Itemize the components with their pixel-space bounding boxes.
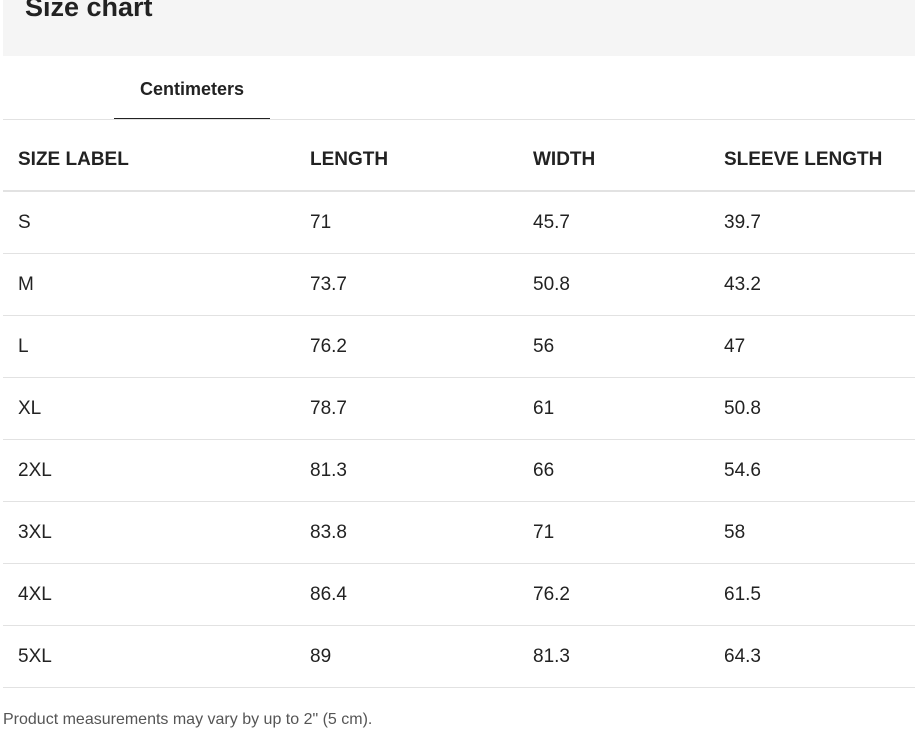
table-cell: L bbox=[18, 336, 29, 357]
table-cell: 58 bbox=[724, 522, 746, 543]
table-cell: 73.7 bbox=[310, 274, 347, 295]
table-cell: M bbox=[18, 274, 34, 295]
title: Size chart bbox=[25, 0, 153, 22]
table-cell: 78.7 bbox=[310, 398, 347, 419]
table-cell: 81.3 bbox=[310, 460, 347, 481]
table-cell: 61 bbox=[533, 398, 555, 419]
table-cell: 56 bbox=[533, 336, 555, 357]
table-cell: 64.3 bbox=[724, 646, 761, 667]
table-cell: XL bbox=[18, 398, 42, 419]
table-cell: 50.8 bbox=[724, 398, 761, 419]
table-cell: 76.2 bbox=[533, 584, 570, 605]
table-cell: 83.8 bbox=[310, 522, 347, 543]
table-cell: 54.6 bbox=[724, 460, 761, 481]
table-row: XL 78.7 61 50.8 bbox=[3, 378, 915, 440]
table-cell: S bbox=[18, 212, 31, 233]
table-cell: 2XL bbox=[18, 460, 52, 481]
table-row: 3XL 83.8 71 58 bbox=[3, 502, 915, 564]
table-row: 4XL 86.4 76.2 61.5 bbox=[3, 564, 915, 626]
table-row: 2XL 81.3 66 54.6 bbox=[3, 440, 915, 502]
table-row: L 76.2 56 47 bbox=[3, 316, 915, 378]
table-row: S 71 45.7 39.7 bbox=[3, 192, 915, 254]
table-cell: 4XL bbox=[18, 584, 52, 605]
table-cell: 71 bbox=[533, 522, 555, 543]
header-band bbox=[3, 0, 915, 56]
table-cell: 47 bbox=[724, 336, 746, 357]
table-cell: 50.8 bbox=[533, 274, 570, 295]
table-row: M 73.7 50.8 43.2 bbox=[3, 254, 915, 316]
unit-tab[interactable]: Centimeters bbox=[114, 76, 270, 120]
tab-divider bbox=[3, 119, 915, 120]
table-cell: 66 bbox=[533, 460, 555, 481]
column-header: SIZE LABEL bbox=[18, 149, 129, 170]
table-cell: 76.2 bbox=[310, 336, 347, 357]
table-cell: 89 bbox=[310, 646, 332, 667]
column-header: LENGTH bbox=[310, 149, 389, 170]
table-cell: 3XL bbox=[18, 522, 52, 543]
size-table: SIZE LABEL LENGTH WIDTH SLEEVE LENGTH S 71 45.… bbox=[3, 130, 915, 688]
table-cell: 43.2 bbox=[724, 274, 761, 295]
table-cell: 81.3 bbox=[533, 646, 570, 667]
table-cell: 45.7 bbox=[533, 212, 570, 233]
table-cell: 86.4 bbox=[310, 584, 347, 605]
column-header: SLEEVE LENGTH bbox=[724, 149, 883, 170]
footnote: Product measurements may vary by up to 2… bbox=[3, 711, 373, 728]
table-cell: 61.5 bbox=[724, 584, 761, 605]
column-header: WIDTH bbox=[533, 149, 596, 170]
table-cell: 5XL bbox=[18, 646, 52, 667]
table-row: 5XL 89 81.3 64.3 bbox=[3, 626, 915, 688]
table-cell: 71 bbox=[310, 212, 332, 233]
header-row: SIZE LABEL LENGTH WIDTH SLEEVE LENGTH bbox=[3, 130, 915, 192]
table-cell: 39.7 bbox=[724, 212, 761, 233]
